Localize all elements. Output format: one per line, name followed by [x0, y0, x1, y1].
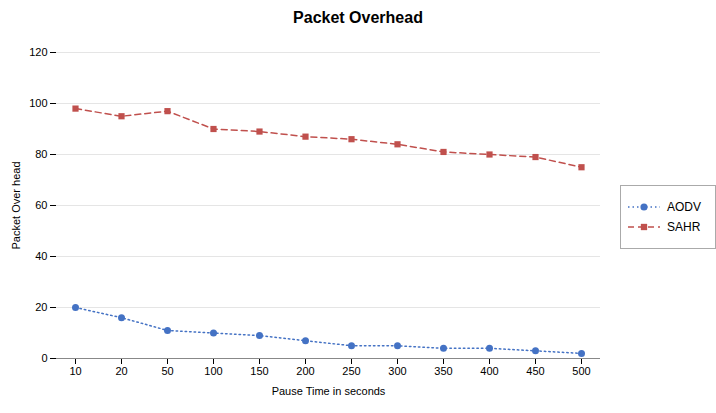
- svg-text:40: 40: [35, 250, 47, 262]
- svg-text:20: 20: [115, 365, 127, 377]
- svg-text:Pause Time in seconds: Pause Time in seconds: [272, 385, 386, 397]
- svg-text:120: 120: [29, 46, 47, 58]
- svg-text:250: 250: [342, 365, 360, 377]
- svg-text:10: 10: [69, 365, 81, 377]
- svg-text:350: 350: [434, 365, 452, 377]
- svg-text:50: 50: [161, 365, 173, 377]
- svg-text:450: 450: [526, 365, 544, 377]
- svg-text:0: 0: [41, 352, 47, 364]
- svg-text:300: 300: [388, 365, 406, 377]
- html-text:SAHR: SAHR: [667, 220, 701, 234]
- svg-text:100: 100: [204, 365, 222, 377]
- html-text:Packet Overhead: Packet Overhead: [293, 9, 423, 26]
- svg-text:20: 20: [35, 301, 47, 313]
- svg-text:400: 400: [480, 365, 498, 377]
- svg-text:150: 150: [250, 365, 268, 377]
- svg-text:Packet Over head: Packet Over head: [10, 161, 22, 249]
- svg-text:200: 200: [296, 365, 314, 377]
- svg-text:500: 500: [572, 365, 590, 377]
- svg-text:80: 80: [35, 148, 47, 160]
- svg-text:60: 60: [35, 199, 47, 211]
- html-text:AODV: AODV: [667, 200, 701, 214]
- svg-text:100: 100: [29, 97, 47, 109]
